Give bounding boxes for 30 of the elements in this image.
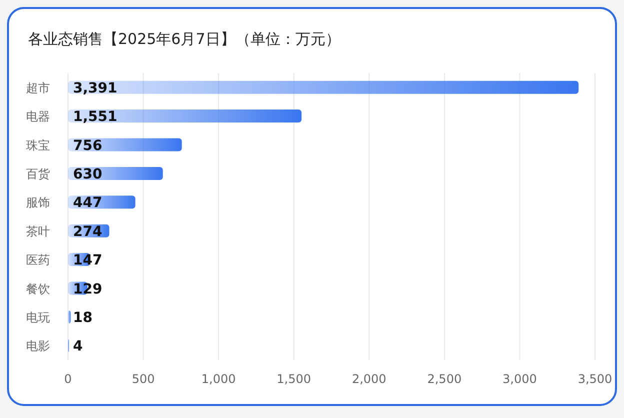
- x-tick-label: 1,000: [201, 372, 236, 386]
- data-label: 18: [73, 310, 92, 326]
- x-tick-label: 500: [132, 372, 155, 386]
- data-label: 447: [73, 195, 102, 212]
- y-tick-label: 医药: [26, 253, 50, 268]
- bar: [68, 80, 579, 94]
- y-tick-label: 电影: [26, 339, 50, 354]
- y-tick-label: 超市: [26, 80, 50, 95]
- x-tick-label: 0: [64, 372, 72, 386]
- data-label: 1,551: [73, 109, 118, 126]
- y-tick-label: 电器: [26, 110, 50, 124]
- data-label: 4: [73, 338, 83, 355]
- data-label: 274: [73, 224, 102, 240]
- x-tick-label: 2,500: [427, 372, 462, 386]
- x-tick-label: 3,500: [578, 372, 612, 386]
- data-label: 756: [73, 138, 102, 154]
- bar: [68, 110, 302, 123]
- x-tick-label: 2,000: [352, 372, 386, 386]
- y-tick-label: 百货: [26, 166, 50, 181]
- y-tick-label: 茶叶: [26, 224, 50, 238]
- x-tick-label: 3,000: [502, 372, 537, 386]
- y-tick-label: 餐饮: [26, 282, 50, 296]
- chart-title: 各业态销售【2025年6月7日】（单位：万元）: [28, 30, 340, 48]
- data-label: 3,391: [73, 80, 118, 96]
- x-tick-label: 1,500: [276, 372, 312, 386]
- data-label: 147: [73, 252, 102, 269]
- y-tick-label: 电玩: [26, 310, 50, 324]
- y-tick-label: 珠宝: [26, 138, 50, 152]
- data-label: 630: [73, 166, 102, 182]
- y-tick-label: 服饰: [26, 196, 50, 210]
